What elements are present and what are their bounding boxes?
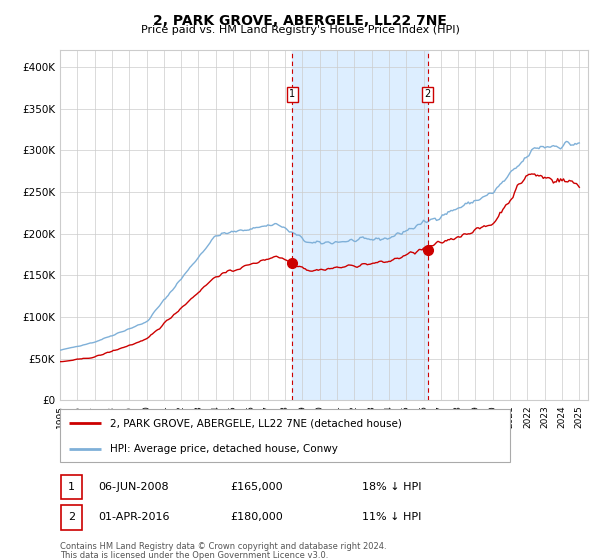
Text: £180,000: £180,000	[230, 512, 283, 522]
Text: Price paid vs. HM Land Registry's House Price Index (HPI): Price paid vs. HM Land Registry's House …	[140, 25, 460, 35]
Text: 18% ↓ HPI: 18% ↓ HPI	[362, 482, 421, 492]
Text: £165,000: £165,000	[230, 482, 283, 492]
Text: This data is licensed under the Open Government Licence v3.0.: This data is licensed under the Open Gov…	[60, 551, 328, 560]
Text: 2, PARK GROVE, ABERGELE, LL22 7NE: 2, PARK GROVE, ABERGELE, LL22 7NE	[153, 14, 447, 28]
Text: 2, PARK GROVE, ABERGELE, LL22 7NE (detached house): 2, PARK GROVE, ABERGELE, LL22 7NE (detac…	[110, 418, 401, 428]
Bar	[292, 50, 428, 400]
Text: 1: 1	[68, 482, 75, 492]
Text: 06-JUN-2008: 06-JUN-2008	[98, 482, 169, 492]
Text: Contains HM Land Registry data © Crown copyright and database right 2024.: Contains HM Land Registry data © Crown c…	[60, 542, 386, 551]
Text: HPI: Average price, detached house, Conwy: HPI: Average price, detached house, Conw…	[110, 444, 337, 454]
Text: 1: 1	[289, 89, 295, 99]
Text: 11% ↓ HPI: 11% ↓ HPI	[362, 512, 421, 522]
Text: 2: 2	[425, 89, 431, 99]
Text: 01-APR-2016: 01-APR-2016	[98, 512, 169, 522]
Text: 2: 2	[68, 512, 75, 522]
